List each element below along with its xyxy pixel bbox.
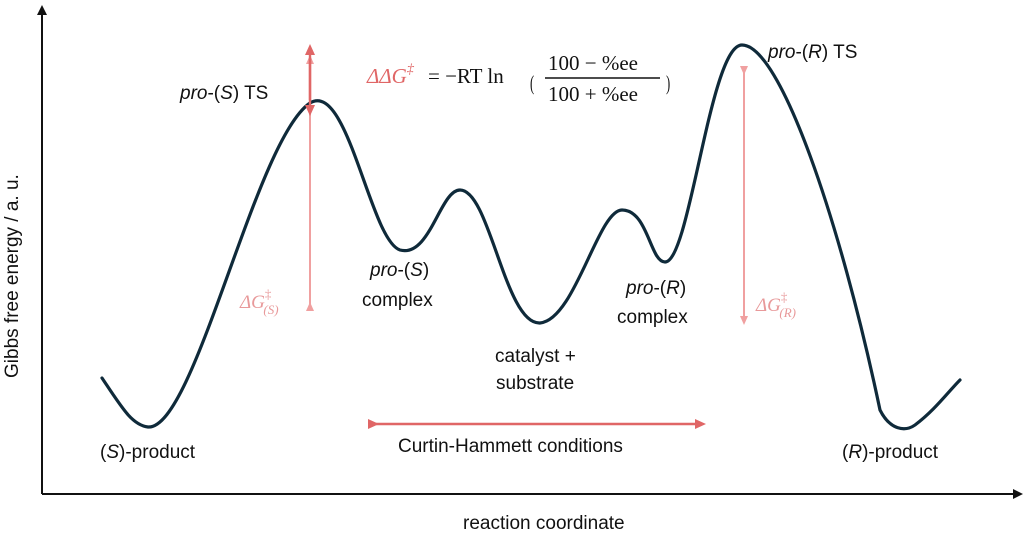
pro-s-complex-label: pro-(S) <box>369 260 429 281</box>
right-paren: ) <box>666 72 670 95</box>
dg-s-label: ΔG‡ (S) <box>239 286 279 317</box>
ddg-equation: ΔΔG‡ = −RT ln ( 100 − %ee 100 + %ee ) <box>366 51 670 106</box>
energy-profile-curve <box>100 43 962 431</box>
pro-r-complex-label: pro-(R) <box>625 278 686 299</box>
r-product-label: (R)-product <box>842 442 939 463</box>
y-axis-label: Gibbs free energy / a. u. <box>2 174 23 378</box>
svg-text:= −RT ln: = −RT ln <box>428 64 504 88</box>
svg-text:ΔΔG‡: ΔΔG‡ <box>366 62 415 88</box>
x-axis-label: reaction coordinate <box>463 513 625 533</box>
catalyst-label: catalyst + <box>495 346 576 367</box>
substrate-label: substrate <box>496 373 574 394</box>
dg-r-label: ΔG‡ (R) <box>755 289 796 320</box>
svg-text:100 + %ee: 100 + %ee <box>548 82 638 106</box>
pro-r-complex-line2: complex <box>617 307 688 328</box>
pro-s-complex-line2: complex <box>362 290 433 311</box>
svg-text:100 − %ee: 100 − %ee <box>548 51 638 75</box>
left-paren: ( <box>530 72 534 95</box>
pro-s-ts-label: pro-(S) TS <box>179 83 268 104</box>
curtin-hammett-label: Curtin-Hammett conditions <box>398 436 623 457</box>
s-product-label: (S)-product <box>100 442 196 463</box>
pro-r-ts-label: pro-(R) TS <box>767 42 857 63</box>
